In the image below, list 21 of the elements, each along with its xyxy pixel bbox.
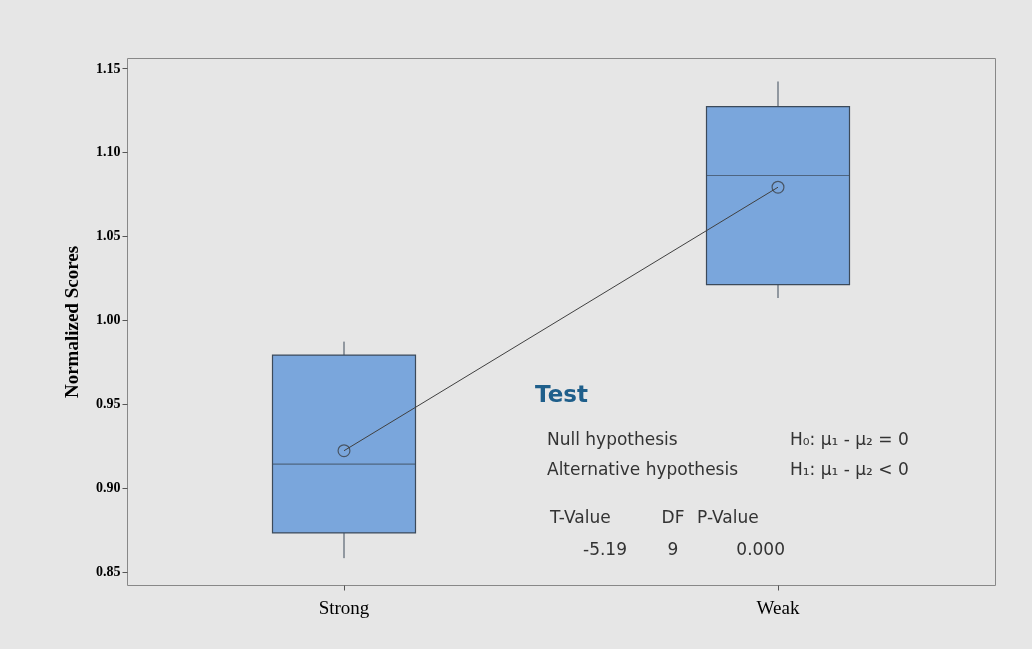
y-tick-label: 0.90 [96,480,121,496]
y-tick-label: 0.85 [96,564,121,580]
y-tick-label: 1.00 [96,312,121,328]
annotation: T-Value [549,507,611,527]
annotation: 9 [667,539,679,559]
y-tick-label: 1.10 [96,144,121,160]
y-axis-title: Normalized Scores [61,245,82,399]
x-tick-label: Weak [756,596,800,618]
y-tick-label: 1.05 [96,228,121,244]
y-tick-label: 0.95 [96,396,121,412]
annotation: DF [661,507,685,527]
annotation: Test [535,381,588,407]
annotation: Null hypothesis [547,429,678,449]
annotation: P-Value [697,507,759,527]
y-tick-label: 1.15 [96,60,121,76]
annotation: 0.000 [736,539,785,559]
annotation: Alternative hypothesis [547,459,739,479]
annotation: H₁: μ₁ - μ₂ < 0 [790,459,909,479]
x-tick-label: Strong [318,596,370,618]
annotation: H₀: μ₁ - μ₂ = 0 [790,429,909,449]
annotation: -5.19 [583,539,627,559]
